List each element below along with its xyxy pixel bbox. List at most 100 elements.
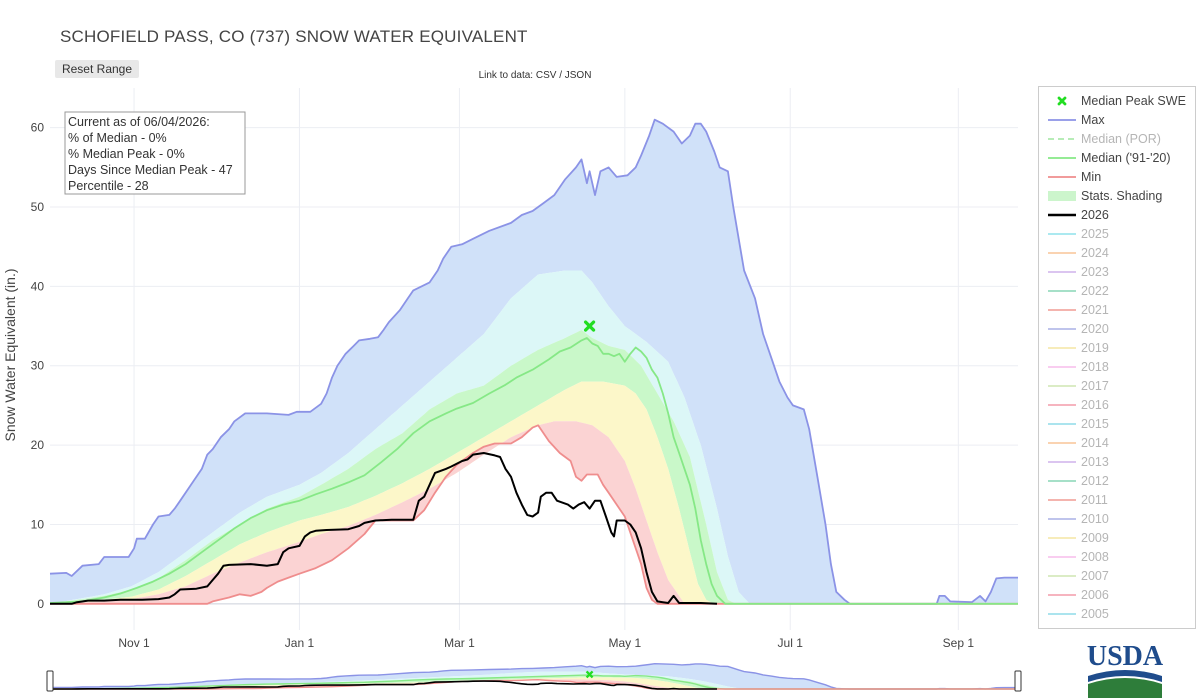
- chart-title: SCHOFIELD PASS, CO (737) SNOW WATER EQUI…: [60, 27, 528, 46]
- legend-symbol: [1048, 518, 1076, 520]
- legend-item[interactable]: 2010: [1039, 510, 1195, 529]
- legend-symbol: [1048, 347, 1076, 349]
- csv-link[interactable]: CSV: [535, 70, 557, 81]
- y-axis: 0 10 20 30 40 50 60 Snow Water Equivalent (in.): [2, 121, 44, 611]
- legend-item[interactable]: Median ('91-'20): [1039, 149, 1195, 168]
- legend-symbol: [1048, 138, 1076, 140]
- legend-item[interactable]: 2009: [1039, 529, 1195, 548]
- legend-item[interactable]: 2008: [1039, 548, 1195, 567]
- x-tick-label: Jan 1: [285, 636, 315, 650]
- range-handle-right[interactable]: [1014, 670, 1022, 692]
- x-tick-label: Jul 1: [778, 636, 804, 650]
- legend-label: 2007: [1081, 569, 1109, 583]
- legend-label: 2005: [1081, 607, 1109, 621]
- stats-box-line: Current as of 06/04/2026:: [68, 115, 210, 129]
- legend-label: 2008: [1081, 550, 1109, 564]
- legend-label: Median (POR): [1081, 132, 1161, 146]
- legend-item[interactable]: 2019: [1039, 339, 1195, 358]
- legend-item[interactable]: Max: [1039, 111, 1195, 130]
- legend-label: Median ('91-'20): [1081, 151, 1171, 165]
- legend-item[interactable]: 2020: [1039, 320, 1195, 339]
- legend-symbol: [1048, 366, 1076, 368]
- mini-current-line: [50, 680, 717, 690]
- legend-item[interactable]: 2013: [1039, 453, 1195, 472]
- legend-item[interactable]: 2014: [1039, 434, 1195, 453]
- legend-item[interactable]: 2016: [1039, 396, 1195, 415]
- y-tick-label: 0: [37, 597, 44, 611]
- legend-symbol: [1048, 556, 1076, 558]
- usda-logo: USDA: [1087, 641, 1164, 698]
- legend: Median Peak SWE Max Median (POR) Median ('9…: [1038, 86, 1196, 629]
- stats-box: Current as of 06/04/2026: % of Median - 0…: [64, 111, 246, 195]
- legend-item[interactable]: Median (POR): [1039, 130, 1195, 149]
- max-line: [49, 118, 1018, 605]
- legend-item[interactable]: 2011: [1039, 491, 1195, 510]
- current-year-line: [50, 452, 718, 605]
- legend-item[interactable]: 2026: [1039, 206, 1195, 225]
- legend-label: Stats. Shading: [1081, 189, 1163, 203]
- legend-symbol: [1048, 271, 1076, 273]
- mini-band-90-70: [50, 671, 1018, 689]
- band-max-90: [50, 119, 1018, 604]
- legend-item[interactable]: 2007: [1039, 567, 1195, 586]
- legend-label: Median Peak SWE: [1081, 94, 1186, 108]
- legend-symbol: [1048, 404, 1076, 406]
- median-peak-marker: [583, 320, 596, 332]
- legend-item[interactable]: 2017: [1039, 377, 1195, 396]
- legend-item[interactable]: 2025: [1039, 225, 1195, 244]
- legend-label: 2023: [1081, 265, 1109, 279]
- x-tick-label: Sep 1: [943, 636, 975, 650]
- y-axis-label: Snow Water Equivalent (in.): [2, 269, 18, 442]
- legend-symbol: [1048, 213, 1076, 217]
- data-link-separator: /: [559, 70, 562, 81]
- legend-symbol: [1048, 233, 1076, 235]
- mini-peak-marker: [585, 670, 594, 679]
- mini-band-max-90: [50, 663, 1018, 689]
- legend-label: 2016: [1081, 398, 1109, 412]
- band-90-70: [50, 270, 1018, 604]
- legend-label: 2011: [1081, 493, 1108, 507]
- reset-range-button[interactable]: Reset Range: [55, 60, 139, 78]
- legend-symbol: [1048, 537, 1076, 539]
- y-tick-label: 60: [31, 121, 45, 135]
- usda-logo-text: USDA: [1087, 641, 1164, 672]
- legend-label: 2021: [1081, 303, 1109, 317]
- legend-symbol: [1048, 385, 1076, 387]
- legend-symbol: [1048, 423, 1076, 425]
- legend-item[interactable]: Stats. Shading: [1039, 187, 1195, 206]
- legend-item[interactable]: 2018: [1039, 358, 1195, 377]
- mini-band-70-30: [50, 674, 1018, 689]
- legend-label: 2017: [1081, 379, 1109, 393]
- legend-label: 2026: [1081, 208, 1109, 222]
- min-line: [50, 424, 1018, 605]
- legend-symbol: [1048, 328, 1076, 330]
- legend-symbol: [1048, 252, 1076, 254]
- legend-item[interactable]: 2006: [1039, 586, 1195, 605]
- json-link[interactable]: JSON: [564, 70, 592, 81]
- legend-item[interactable]: 2024: [1039, 244, 1195, 263]
- band-10-min: [50, 421, 1018, 604]
- legend-symbol: [1048, 594, 1076, 596]
- range-handle-left[interactable]: [46, 670, 54, 692]
- legend-item[interactable]: 2005: [1039, 605, 1195, 624]
- legend-item[interactable]: Median Peak SWE: [1039, 92, 1195, 111]
- legend-label: Max: [1081, 113, 1105, 127]
- legend-item[interactable]: 2022: [1039, 282, 1195, 301]
- legend-label: 2022: [1081, 284, 1109, 298]
- mini-max-line: [50, 662, 1018, 690]
- legend-label: 2015: [1081, 417, 1109, 431]
- legend-item[interactable]: 2015: [1039, 415, 1195, 434]
- data-link-bar: Link to data: CSV / JSON: [0, 70, 1070, 81]
- legend-label: 2019: [1081, 341, 1109, 355]
- stats-box-line: % Median Peak - 0%: [68, 147, 185, 161]
- legend-label: 2020: [1081, 322, 1109, 336]
- legend-item[interactable]: 2021: [1039, 301, 1195, 320]
- legend-item[interactable]: Min: [1039, 168, 1195, 187]
- legend-item[interactable]: 2023: [1039, 263, 1195, 282]
- stats-box-frame: [64, 111, 246, 195]
- legend-label: 2010: [1081, 512, 1109, 526]
- legend-item[interactable]: 2012: [1039, 472, 1195, 491]
- legend-label: 2018: [1081, 360, 1109, 374]
- y-tick-label: 10: [31, 517, 45, 531]
